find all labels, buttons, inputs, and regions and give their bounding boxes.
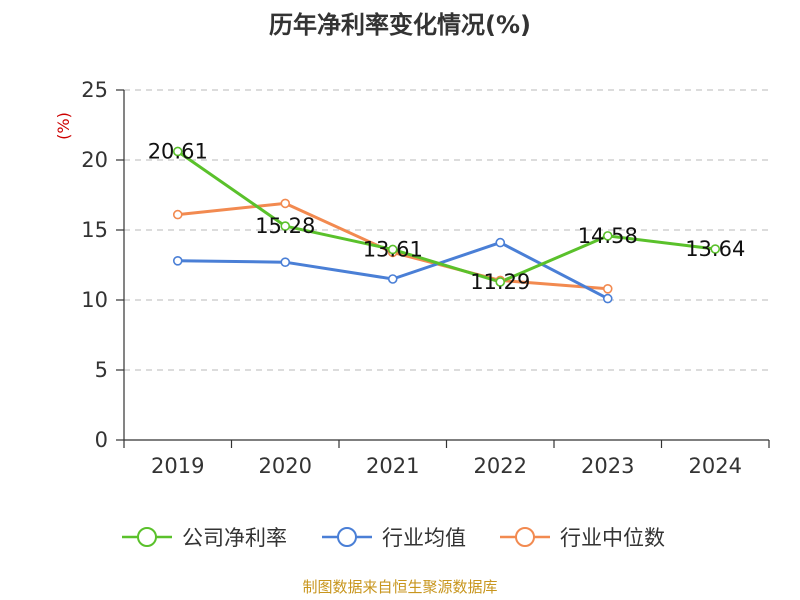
legend-swatch-marker — [337, 527, 357, 547]
chart-title: 历年净利率变化情况(%) — [269, 11, 531, 39]
legend-swatch-marker — [515, 527, 535, 547]
x-tick-label: 2021 — [366, 454, 419, 478]
y-tick-label: 0 — [95, 428, 108, 452]
x-tick-label: 2020 — [259, 454, 312, 478]
data-label: 13.61 — [363, 237, 423, 261]
series-point — [495, 277, 506, 287]
legend-label: 行业中位数 — [560, 526, 665, 550]
data-label: 15.28 — [255, 214, 315, 238]
y-tick-label: 10 — [81, 288, 108, 312]
data-label: 11.29 — [470, 270, 530, 294]
data-label: 13.64 — [685, 237, 745, 261]
series-point — [387, 274, 398, 284]
series-point — [387, 244, 398, 255]
x-tick-label: 2022 — [474, 454, 527, 478]
series-point — [280, 221, 291, 231]
y-axis-label: (%) — [54, 112, 73, 140]
data-label: 14.58 — [578, 224, 638, 248]
series-point — [602, 231, 613, 241]
x-tick-label: 2023 — [581, 454, 634, 478]
y-tick-label: 15 — [81, 218, 108, 242]
series-point — [710, 244, 721, 254]
data-source-note: 制图数据来自恒生聚源数据库 — [302, 578, 497, 596]
data-label: 20.61 — [148, 139, 208, 163]
series-point — [602, 293, 613, 304]
series-point — [495, 237, 506, 248]
series-point — [172, 255, 183, 266]
y-tick-label: 20 — [81, 148, 108, 172]
x-tick-label: 2019 — [151, 454, 204, 478]
legend-label: 公司净利率 — [182, 526, 287, 550]
series-point — [172, 146, 183, 157]
series-point — [602, 283, 613, 294]
legend-swatch-marker — [137, 527, 157, 547]
series-point — [172, 209, 183, 220]
legend-label: 行业均值 — [382, 526, 466, 550]
x-tick-label: 2024 — [689, 454, 742, 478]
y-tick-label: 25 — [81, 78, 108, 102]
series-point — [280, 257, 291, 268]
y-tick-label: 5 — [95, 358, 108, 382]
series-point — [280, 198, 291, 209]
series-line — [176, 150, 716, 284]
